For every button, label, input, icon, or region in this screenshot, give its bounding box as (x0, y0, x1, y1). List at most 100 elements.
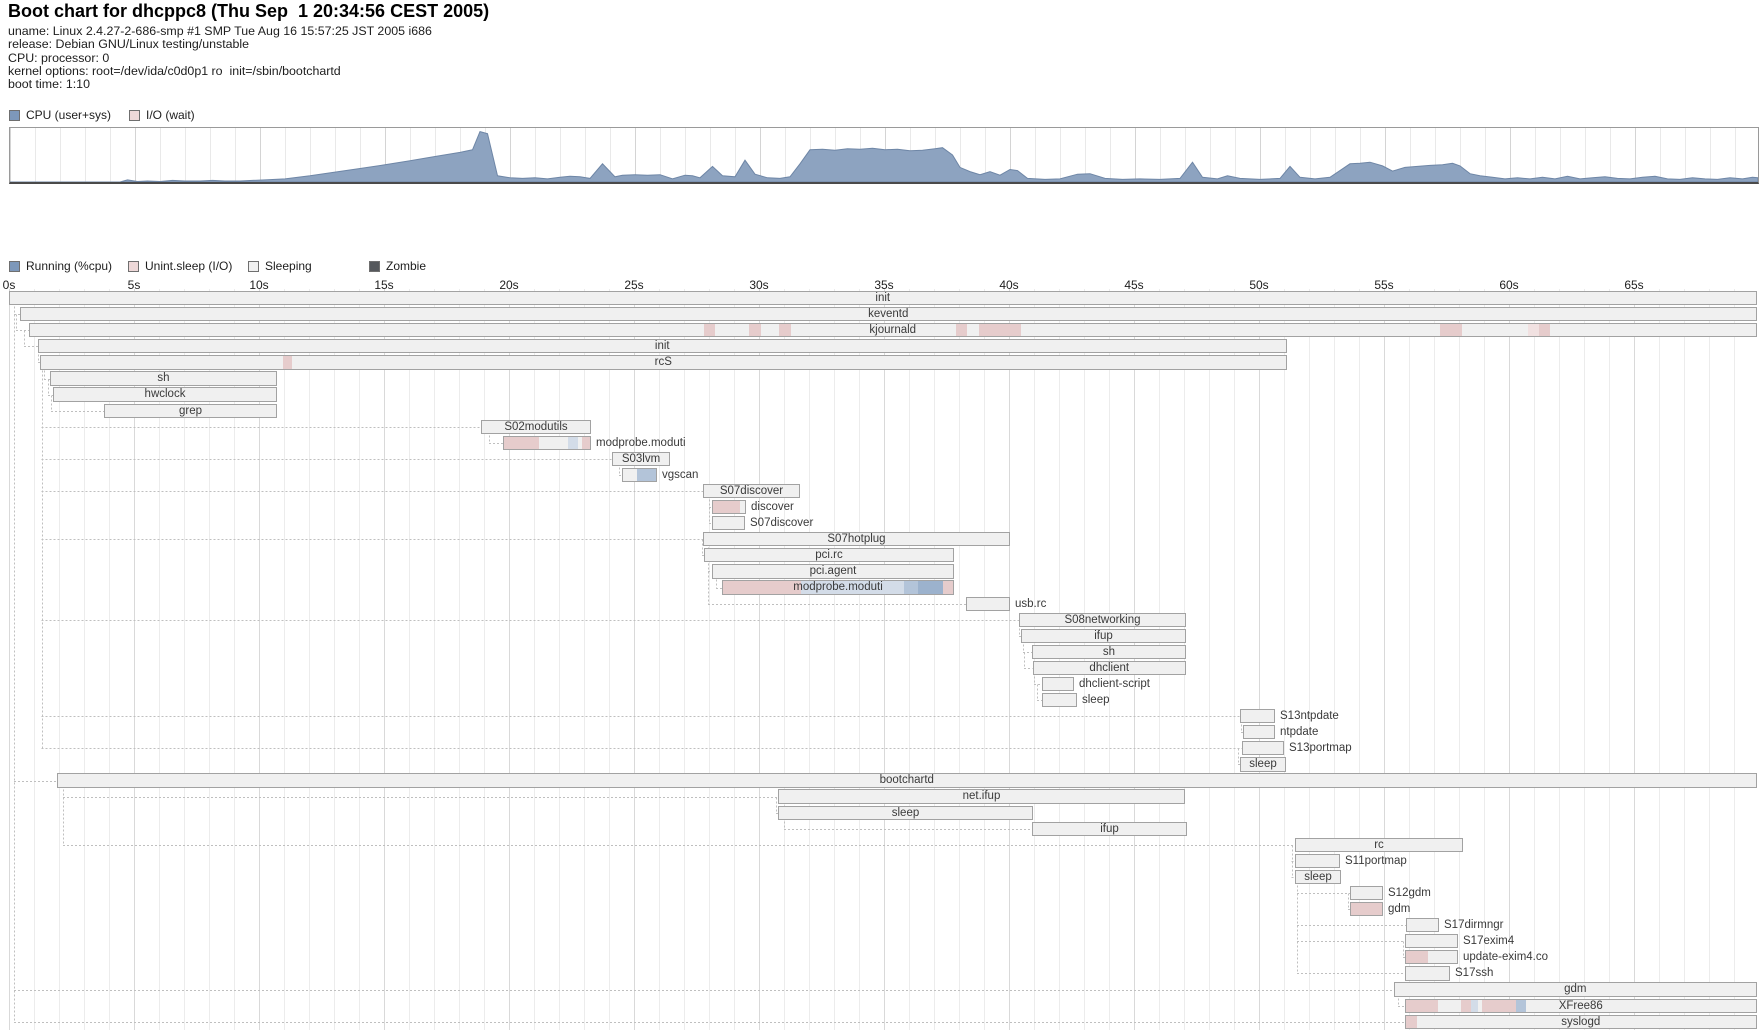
process-label: sleep (1249, 758, 1277, 771)
process-row: XFree86 (1405, 998, 1757, 1013)
process-label: modprobe.moduti (793, 581, 883, 594)
process-segment-io (779, 324, 791, 337)
process-label: sh (1102, 645, 1116, 658)
process-label: S17ssh (1455, 967, 1494, 980)
process-segment-io (1405, 1015, 1417, 1028)
process-label: dhclient-script (1079, 677, 1150, 690)
process-bar (1405, 950, 1458, 965)
process-label: net.ifup (962, 790, 1001, 803)
process-row: keventd (20, 307, 1757, 322)
cpu-area-plot (10, 131, 1758, 182)
process-row: S03lvm (612, 451, 670, 466)
process-row: ifup (1021, 628, 1186, 643)
process-label: S13ntpdate (1280, 710, 1339, 723)
process-row: init (38, 339, 1287, 354)
process-row: gdm (1350, 902, 1410, 917)
process-row: S17ssh (1405, 966, 1493, 981)
cpu-legend-label: CPU (user+sys) (26, 108, 112, 122)
process-label: ntpdate (1280, 726, 1319, 739)
process-label: keventd (868, 308, 909, 321)
proc-legend-label: Sleeping (265, 259, 312, 273)
process-bar (20, 307, 1757, 322)
process-segment-io (713, 501, 740, 514)
process-segment-cm (637, 468, 656, 482)
process-row: ifup (1032, 821, 1187, 836)
axis-tick-label: 45s (1124, 278, 1144, 292)
axis-tick-label: 20s (499, 278, 519, 292)
process-bar (57, 773, 1757, 788)
proc-legend-item: Running (%cpu) (9, 259, 112, 273)
process-label: grep (178, 404, 203, 417)
info-release: release: Debian GNU/Linux testing/unstab… (8, 37, 250, 52)
process-label: init (875, 292, 891, 304)
process-segment-io (1539, 324, 1550, 337)
process-bar (1405, 934, 1458, 949)
process-bar (778, 789, 1185, 804)
process-row: pci.rc (704, 548, 954, 563)
process-label: sleep (1304, 870, 1332, 883)
process-label: sleep (891, 806, 920, 819)
info-uname: uname: Linux 2.4.27-2-686-smp #1 SMP Tue… (8, 24, 432, 38)
process-row: S07discover (712, 516, 813, 531)
cpu-chart-legend: CPU (user+sys) I/O (wait) (0, 108, 1759, 122)
process-row: vgscan (622, 467, 698, 483)
process-row: kjournald (29, 323, 1757, 338)
process-bar (1032, 821, 1187, 836)
process-row: net.ifup (778, 789, 1185, 804)
process-label: S07hotplug (827, 533, 886, 546)
process-label: dhclient (1089, 661, 1130, 674)
process-label: S08networking (1064, 613, 1141, 626)
process-label: modprobe.moduti (596, 436, 686, 449)
process-label: gdm (1388, 903, 1411, 916)
process-bar (1394, 982, 1757, 997)
process-row: S17exim4 (1405, 934, 1514, 949)
process-label: hwclock (144, 388, 186, 401)
process-bar (1405, 998, 1757, 1013)
cpu-legend-swatch-icon (129, 109, 140, 121)
process-row: pci.agent (712, 564, 954, 579)
process-row: usb.rc (966, 596, 1046, 611)
process-bar (1032, 660, 1186, 676)
process-bar (40, 355, 1287, 370)
process-bar (1295, 853, 1340, 868)
process-segment-io (1405, 999, 1438, 1012)
process-row: init (9, 291, 1757, 306)
process-row: S13ntpdate (1240, 709, 1339, 724)
process-label: update-exim4.co (1463, 951, 1549, 964)
process-bar (703, 483, 800, 499)
process-segment-io (704, 324, 715, 337)
process-bar (704, 548, 954, 563)
process-row: dhclient-script (1042, 676, 1150, 692)
process-label: usb.rc (1015, 597, 1047, 610)
process-segment-io (1440, 324, 1462, 337)
process-segment-io (582, 436, 590, 449)
process-bar (1405, 1014, 1757, 1029)
process-row: syslogd (1405, 1014, 1757, 1029)
process-segment-io (979, 324, 1021, 337)
time-axis: 0s 5s 10s 15s 20s 25s 30s 35s 40s 45s 50s 55s 60s 65s (0, 278, 1759, 292)
process-label: S11portmap (1345, 854, 1407, 867)
cpu-legend-swatch-icon (9, 109, 20, 121)
proc-legend-item: Sleeping (248, 259, 312, 273)
process-row: update-exim4.co (1405, 950, 1548, 965)
cpu-legend-item: CPU (user+sys) (9, 108, 111, 122)
process-label: kjournald (869, 324, 917, 337)
process-label: S07discover (719, 484, 784, 497)
process-segment-io (956, 324, 967, 337)
cpu-legend-label: I/O (wait) (146, 108, 195, 122)
process-row: S13portmap (1242, 741, 1352, 756)
process-row: S11portmap (1295, 853, 1407, 868)
info-kernel-options: kernel options: root=/dev/ida/c0d0p1 ro … (8, 63, 341, 78)
axis-tick-label: 30s (749, 278, 769, 292)
process-bar (1243, 725, 1275, 740)
process-label: pci.rc (815, 549, 843, 562)
process-bar (712, 564, 954, 579)
process-segment-io (1461, 999, 1471, 1012)
process-row: S07hotplug (703, 532, 1010, 547)
process-bar (1295, 837, 1463, 852)
process-row: rc (1295, 837, 1463, 852)
proc-legend-item: Zombie (369, 259, 426, 273)
process-bar (1406, 918, 1439, 933)
process-label: ifup (1100, 822, 1119, 835)
process-segment-io (1482, 999, 1516, 1012)
